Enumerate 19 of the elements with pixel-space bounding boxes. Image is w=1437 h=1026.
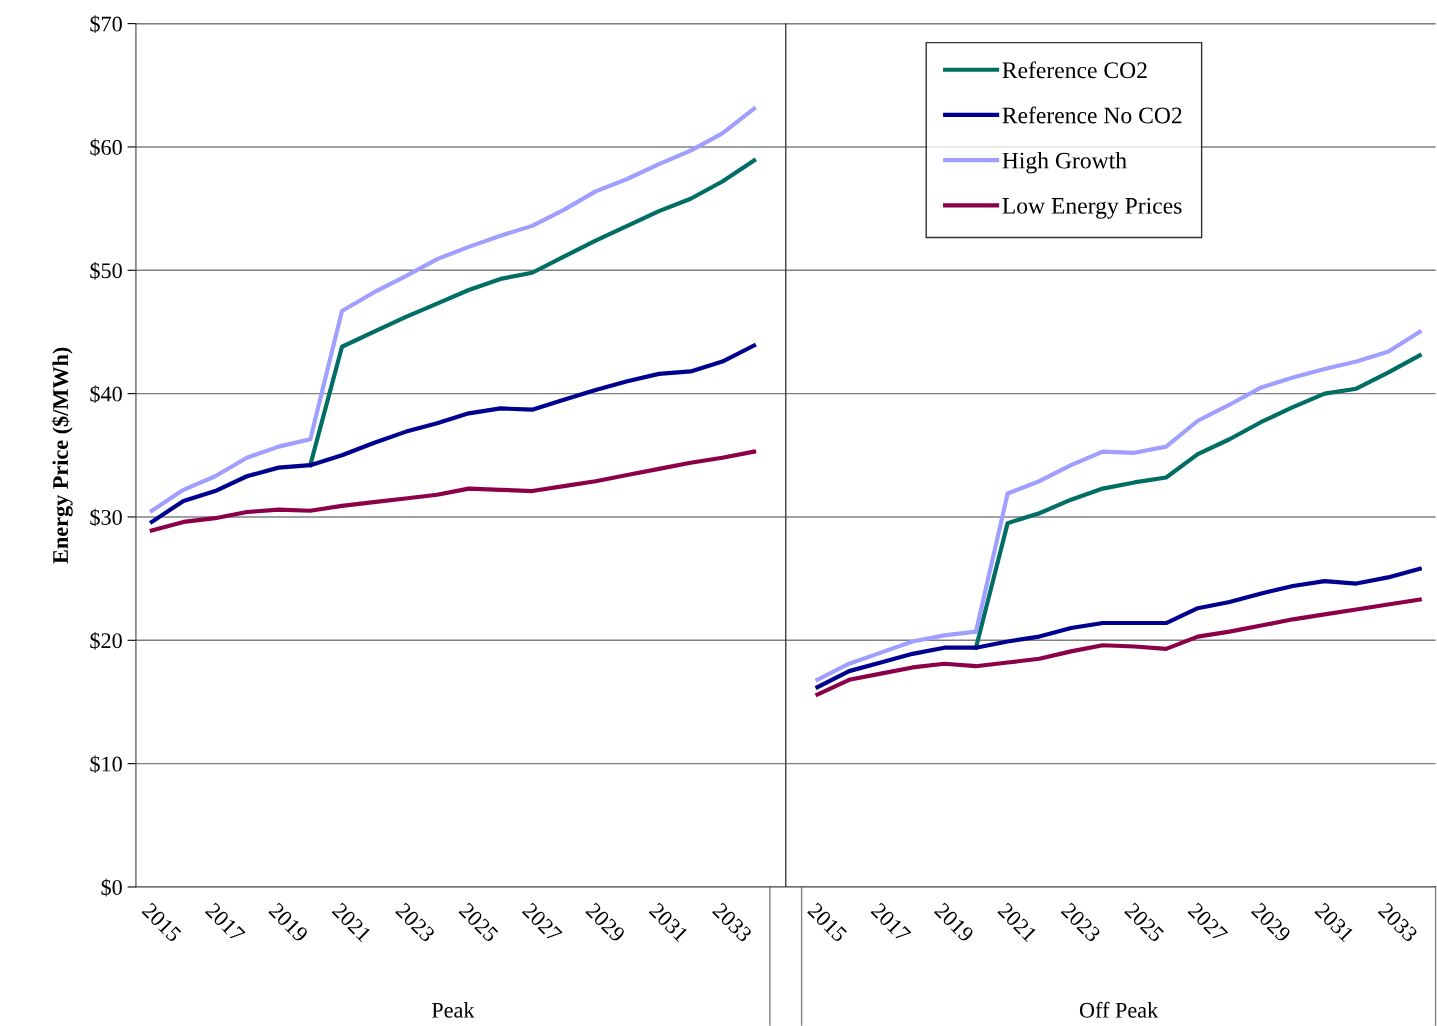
legend-label: High Growth bbox=[1002, 151, 1127, 174]
text: Off Peak bbox=[1079, 1001, 1159, 1018]
text: Peak bbox=[431, 1002, 475, 1018]
x-tick-label: 2017 bbox=[870, 902, 912, 943]
x-tick-label: 2017 bbox=[204, 902, 246, 943]
y-axis-title: Energy Price ($/MWh) bbox=[51, 347, 73, 564]
legend-label: Low Energy Prices bbox=[1002, 197, 1182, 219]
y-tick-label: $50 bbox=[90, 261, 122, 280]
y-tick-label: $10 bbox=[90, 755, 122, 774]
y-tick-label: $30 bbox=[90, 508, 122, 527]
legend-label: Reference CO2 bbox=[1002, 61, 1147, 79]
x-tick-label: 2027 bbox=[1187, 902, 1229, 943]
y-tick-label: $70 bbox=[90, 15, 122, 33]
y-tick-label: $60 bbox=[90, 138, 122, 157]
y-tick-label: $40 bbox=[90, 385, 122, 404]
x-tick-label: 2027 bbox=[521, 902, 563, 943]
y-tick-label: $20 bbox=[90, 631, 122, 650]
y-tick-label: $0 bbox=[101, 878, 122, 897]
legend-label: Reference No CO2 bbox=[1002, 106, 1182, 124]
